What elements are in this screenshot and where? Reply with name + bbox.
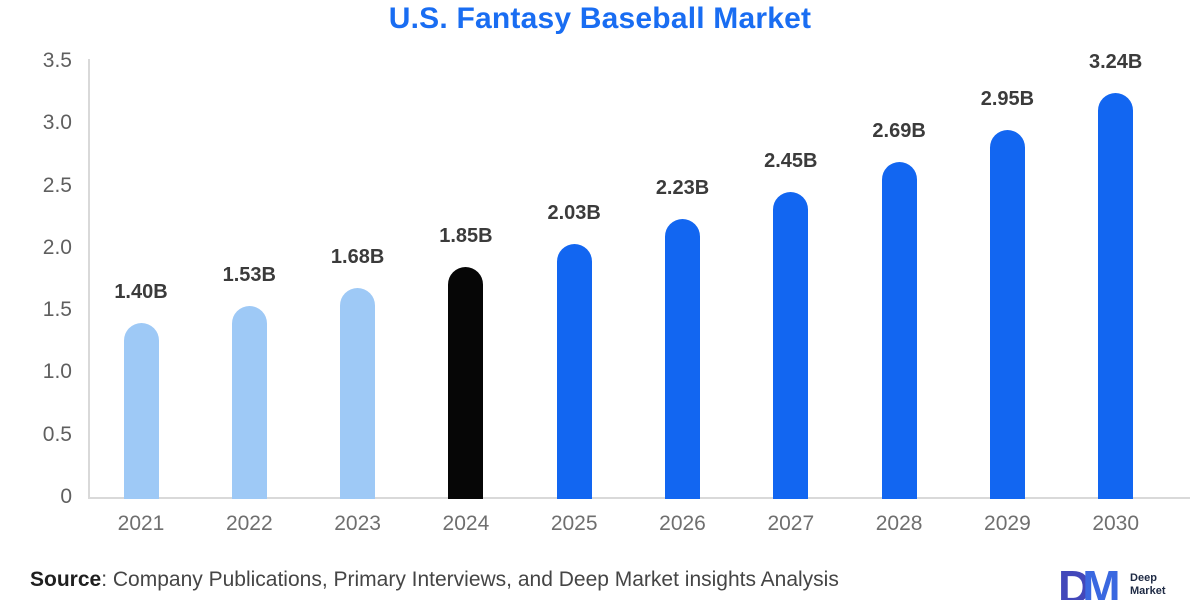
deep-market-logo: DM Deep Market <box>1058 564 1165 600</box>
chart-title: U.S. Fantasy Baseball Market <box>388 2 812 35</box>
bar-2024 <box>448 267 484 499</box>
source-line: Source: Company Publications, Primary In… <box>30 568 839 592</box>
x-axis-label-2022: 2022 <box>225 512 273 535</box>
y-axis-tick-label: 0.5 <box>42 422 72 446</box>
bar-2023 <box>340 288 376 499</box>
x-axis-label-2026: 2026 <box>659 512 706 535</box>
bar-2027 <box>773 192 809 499</box>
y-axis-tick-label: 0 <box>60 485 72 508</box>
y-axis-tick-label: 1.0 <box>42 360 72 384</box>
bar-2029 <box>989 130 1025 499</box>
y-axis-tick-label: 3.0 <box>42 111 72 135</box>
y-axis-tick-label: 3.5 <box>42 49 72 72</box>
logo-letter-d: D <box>1058 561 1091 600</box>
bar-value-label: 2.45B <box>764 150 818 172</box>
bar-value-label: 1.53B <box>222 264 276 286</box>
x-axis-label-2029: 2029 <box>984 512 1031 535</box>
y-axis-tick-label: 1.5 <box>42 298 72 322</box>
bar-2022 <box>231 306 267 499</box>
x-axis-line <box>88 497 1190 499</box>
logo-letter-m: M <box>1082 561 1120 600</box>
x-axis-label-2024: 2024 <box>442 512 490 535</box>
source-label: Source <box>30 568 102 591</box>
source-text: : Company Publications, Primary Intervie… <box>101 568 839 591</box>
y-axis-tick-label: 2.5 <box>42 173 72 197</box>
x-axis-label-2027: 2027 <box>767 512 815 535</box>
logo-word-line2: Market <box>1130 585 1166 597</box>
y-axis-line <box>88 59 90 499</box>
bar-value-label: 3.24B <box>1089 51 1143 73</box>
bar-2030 <box>1098 93 1134 499</box>
bar-2026 <box>665 219 700 499</box>
bar-value-label: 1.68B <box>330 246 385 268</box>
y-axis-tick-label: 2.0 <box>42 235 72 259</box>
bar-value-label: 2.03B <box>547 202 601 224</box>
x-axis-label-2028: 2028 <box>875 512 923 535</box>
bar-2021 <box>123 323 159 499</box>
logo-wordmark: Deep Market <box>1130 572 1165 598</box>
bar-value-label: 2.95B <box>980 88 1035 110</box>
x-axis-label-2023: 2023 <box>334 512 381 535</box>
x-axis-label-2021: 2021 <box>117 512 165 535</box>
bar-2028 <box>881 162 917 499</box>
logo-word-line1: Deep <box>1130 572 1157 584</box>
bar-value-label: 1.85B <box>439 225 493 247</box>
bar-value-label: 2.69B <box>872 120 926 142</box>
bar-value-label: 1.40B <box>114 281 168 303</box>
x-axis-label-2030: 2030 <box>1092 512 1140 535</box>
x-axis-label-2025: 2025 <box>550 512 598 535</box>
bar-value-label: 2.23B <box>655 177 710 199</box>
bar-2025 <box>556 244 592 499</box>
